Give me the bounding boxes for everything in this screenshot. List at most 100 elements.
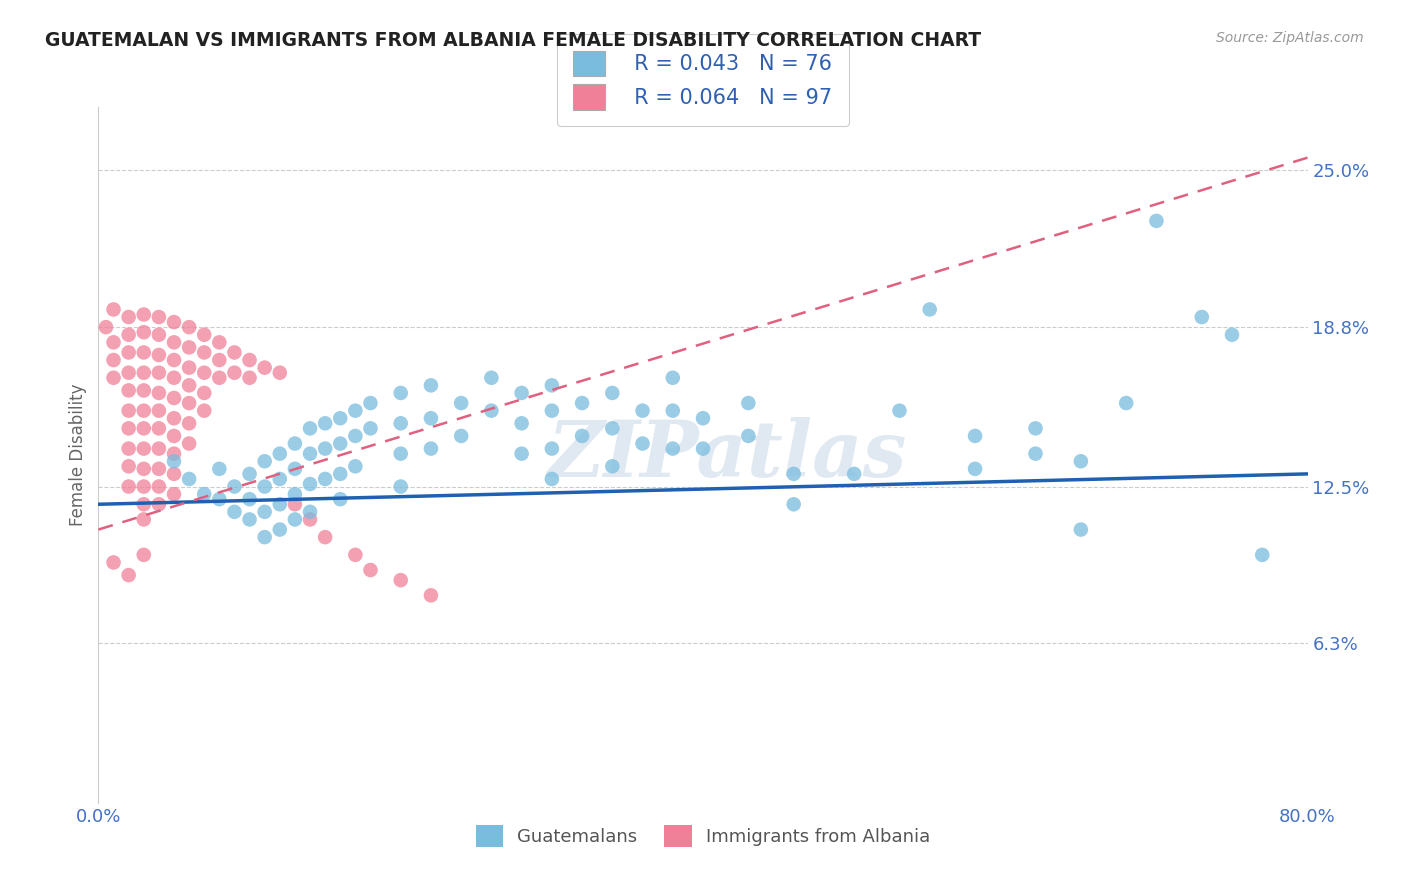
Point xyxy=(299,421,322,435)
Point xyxy=(179,378,201,392)
Point xyxy=(239,512,262,526)
Point xyxy=(163,467,186,481)
Point xyxy=(1070,454,1092,468)
Point xyxy=(269,472,291,486)
Point xyxy=(224,505,246,519)
Point xyxy=(1220,327,1243,342)
Point xyxy=(844,467,866,481)
Point xyxy=(179,396,201,410)
Point xyxy=(314,417,336,431)
Point xyxy=(148,327,170,342)
Point xyxy=(269,523,291,537)
Point xyxy=(163,391,186,405)
Point xyxy=(148,421,170,435)
Point xyxy=(239,467,262,481)
Point xyxy=(360,421,382,435)
Point xyxy=(602,386,624,401)
Text: Source: ZipAtlas.com: Source: ZipAtlas.com xyxy=(1216,31,1364,45)
Point xyxy=(132,384,155,398)
Point xyxy=(224,345,246,359)
Point xyxy=(239,353,262,368)
Point xyxy=(253,360,276,375)
Point xyxy=(965,429,987,443)
Point xyxy=(284,487,307,501)
Point xyxy=(783,467,806,481)
Point xyxy=(148,442,170,456)
Point xyxy=(420,588,443,602)
Point xyxy=(1024,447,1046,461)
Point xyxy=(208,335,231,350)
Point xyxy=(314,530,336,544)
Point xyxy=(329,492,352,507)
Text: ZIPatlas: ZIPatlas xyxy=(547,417,907,493)
Point xyxy=(1144,214,1167,228)
Point xyxy=(193,345,215,359)
Point xyxy=(329,467,352,481)
Point xyxy=(132,366,155,380)
Point xyxy=(193,403,215,417)
Point xyxy=(540,403,562,417)
Point xyxy=(148,366,170,380)
Point xyxy=(118,310,141,324)
Point xyxy=(571,396,593,410)
Point xyxy=(1115,396,1137,410)
Point xyxy=(132,548,155,562)
Point xyxy=(132,497,155,511)
Point xyxy=(208,370,231,384)
Point xyxy=(132,512,155,526)
Point xyxy=(163,447,186,461)
Point xyxy=(284,436,307,450)
Point xyxy=(179,360,201,375)
Point xyxy=(1070,523,1092,537)
Point xyxy=(118,442,141,456)
Point xyxy=(118,568,141,582)
Point xyxy=(299,512,322,526)
Point xyxy=(344,403,367,417)
Point xyxy=(737,396,759,410)
Point xyxy=(450,396,472,410)
Point xyxy=(1191,310,1213,324)
Point xyxy=(284,497,307,511)
Point xyxy=(284,512,307,526)
Point xyxy=(299,477,322,491)
Point xyxy=(314,472,336,486)
Point xyxy=(163,487,186,501)
Point xyxy=(208,353,231,368)
Point xyxy=(661,370,683,384)
Point xyxy=(132,308,155,322)
Point xyxy=(360,563,382,577)
Text: GUATEMALAN VS IMMIGRANTS FROM ALBANIA FEMALE DISABILITY CORRELATION CHART: GUATEMALAN VS IMMIGRANTS FROM ALBANIA FE… xyxy=(45,31,981,50)
Point xyxy=(389,573,412,587)
Point xyxy=(631,436,654,450)
Point xyxy=(1251,548,1274,562)
Point xyxy=(344,429,367,443)
Point xyxy=(179,472,201,486)
Point xyxy=(118,384,141,398)
Point xyxy=(510,447,533,461)
Point xyxy=(163,370,186,384)
Point xyxy=(602,421,624,435)
Point xyxy=(132,325,155,339)
Point xyxy=(540,442,562,456)
Point xyxy=(103,353,125,368)
Point xyxy=(389,479,412,493)
Point xyxy=(269,497,291,511)
Point xyxy=(132,403,155,417)
Point xyxy=(918,302,941,317)
Point xyxy=(193,366,215,380)
Point xyxy=(360,396,382,410)
Point xyxy=(118,479,141,493)
Point xyxy=(420,411,443,425)
Point xyxy=(103,556,125,570)
Point xyxy=(420,442,443,456)
Point xyxy=(889,403,911,417)
Point xyxy=(94,320,117,334)
Point xyxy=(783,497,806,511)
Point xyxy=(132,479,155,493)
Point xyxy=(692,411,714,425)
Point xyxy=(163,411,186,425)
Point xyxy=(314,442,336,456)
Point xyxy=(420,378,443,392)
Point xyxy=(540,472,562,486)
Y-axis label: Female Disability: Female Disability xyxy=(69,384,87,526)
